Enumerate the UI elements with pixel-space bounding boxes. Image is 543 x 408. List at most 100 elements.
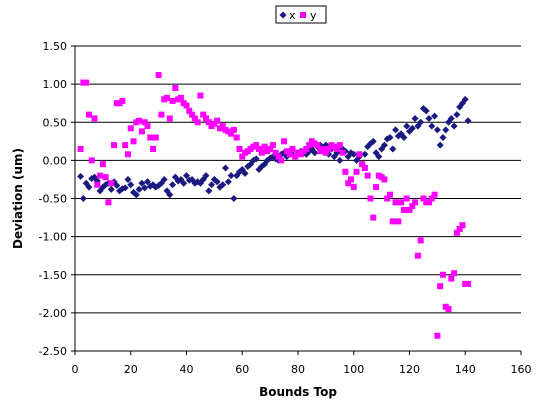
point-y bbox=[356, 151, 363, 158]
point-y bbox=[267, 145, 274, 152]
point-x bbox=[222, 164, 230, 172]
point-y bbox=[339, 149, 346, 156]
data-points bbox=[77, 71, 472, 339]
point-y bbox=[448, 275, 455, 282]
point-y bbox=[253, 142, 260, 149]
y-tick-label: -1.50 bbox=[39, 269, 67, 282]
point-y bbox=[409, 203, 416, 210]
x-tick-label: 40 bbox=[180, 363, 194, 376]
point-y bbox=[102, 174, 109, 181]
point-y bbox=[119, 97, 126, 104]
point-y bbox=[431, 191, 438, 198]
point-x bbox=[408, 124, 416, 132]
point-y bbox=[211, 120, 218, 127]
point-x bbox=[380, 141, 388, 149]
point-y bbox=[97, 172, 104, 179]
point-y bbox=[172, 84, 179, 91]
point-y bbox=[233, 134, 240, 141]
point-x bbox=[425, 114, 433, 122]
point-x bbox=[436, 141, 444, 149]
point-x bbox=[77, 172, 85, 180]
point-x bbox=[169, 181, 177, 189]
point-x bbox=[121, 184, 129, 192]
point-y bbox=[434, 332, 441, 339]
point-y bbox=[465, 280, 472, 287]
point-y bbox=[258, 149, 265, 156]
point-x bbox=[213, 178, 221, 186]
point-y bbox=[325, 145, 332, 152]
point-x bbox=[219, 181, 227, 189]
point-y bbox=[286, 151, 293, 158]
point-y bbox=[228, 130, 235, 137]
point-y bbox=[152, 134, 159, 141]
point-x bbox=[336, 156, 344, 164]
point-y bbox=[367, 195, 374, 202]
x-axis-title: Bounds Top bbox=[259, 385, 337, 399]
point-y bbox=[111, 142, 118, 149]
point-x bbox=[138, 179, 146, 187]
point-x bbox=[450, 122, 458, 130]
point-y bbox=[414, 252, 421, 259]
point-y bbox=[203, 115, 210, 122]
series-y bbox=[77, 71, 472, 339]
point-x bbox=[107, 185, 115, 193]
point-x bbox=[422, 107, 430, 115]
point-x bbox=[464, 117, 472, 125]
point-x bbox=[403, 122, 411, 130]
legend-label-y: y bbox=[310, 9, 317, 22]
point-y bbox=[183, 102, 190, 109]
point-y bbox=[289, 145, 296, 152]
point-y bbox=[292, 153, 299, 160]
x-tick-label: 60 bbox=[235, 363, 249, 376]
y-tick-label: -2.00 bbox=[39, 307, 67, 320]
point-x bbox=[311, 149, 319, 157]
x-tick-label: 0 bbox=[72, 363, 79, 376]
point-x bbox=[143, 178, 151, 186]
point-y bbox=[456, 226, 463, 232]
point-y bbox=[459, 222, 466, 229]
point-x bbox=[400, 134, 408, 141]
x-tick-label: 100 bbox=[343, 363, 364, 376]
point-y bbox=[255, 145, 262, 152]
point-y bbox=[364, 172, 371, 179]
point-y bbox=[278, 157, 285, 164]
point-y bbox=[283, 148, 290, 155]
y-tick-label: 1.00 bbox=[43, 78, 68, 91]
point-y bbox=[261, 143, 268, 150]
point-y bbox=[230, 126, 237, 133]
point-x bbox=[160, 175, 168, 183]
point-y bbox=[342, 168, 349, 175]
point-y bbox=[163, 94, 170, 101]
point-x bbox=[431, 112, 439, 120]
y-tick-label: 0.50 bbox=[43, 116, 68, 129]
point-y bbox=[417, 237, 424, 244]
point-y bbox=[108, 180, 115, 187]
point-x bbox=[375, 153, 383, 161]
point-y bbox=[169, 97, 176, 104]
point-y bbox=[428, 195, 435, 202]
point-y bbox=[386, 191, 393, 198]
x-axis: 0 20 40 60 80 100 120 140 160 bbox=[72, 351, 532, 376]
point-y bbox=[400, 206, 407, 213]
point-y bbox=[420, 195, 427, 202]
point-y bbox=[88, 157, 95, 164]
point-y bbox=[205, 119, 212, 126]
point-x bbox=[361, 150, 369, 158]
point-y bbox=[437, 283, 444, 290]
point-y bbox=[85, 111, 92, 118]
point-y bbox=[453, 229, 460, 236]
y-tick-label: -1.00 bbox=[39, 231, 67, 244]
point-y bbox=[186, 107, 193, 114]
point-x bbox=[386, 134, 394, 141]
point-y bbox=[322, 149, 329, 156]
point-y bbox=[381, 176, 388, 183]
point-x bbox=[252, 155, 260, 163]
point-x bbox=[79, 195, 87, 202]
point-x bbox=[141, 184, 149, 192]
y-axis-title: Deviation (um) bbox=[11, 148, 25, 249]
point-y bbox=[392, 199, 399, 206]
point-x bbox=[166, 191, 174, 199]
point-y bbox=[320, 145, 327, 152]
point-y bbox=[83, 79, 90, 86]
legend-marker-y bbox=[300, 12, 306, 18]
